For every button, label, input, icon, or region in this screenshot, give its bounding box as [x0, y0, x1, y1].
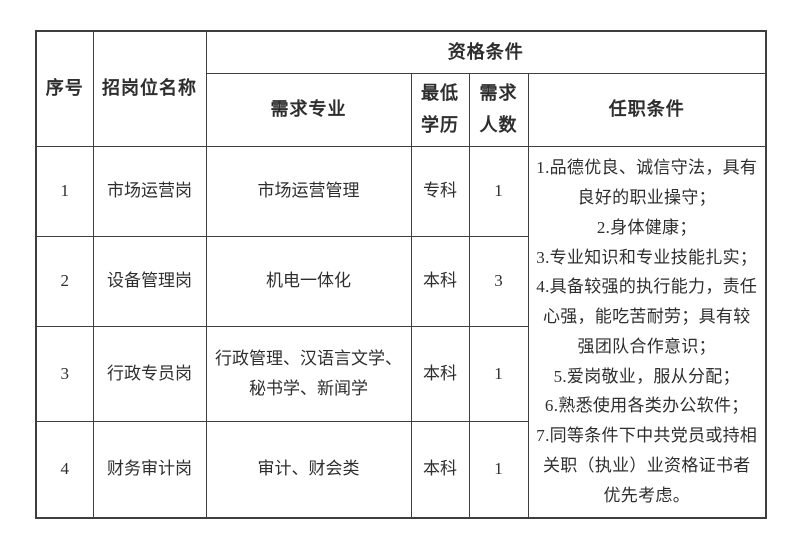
- row-no: 3: [35, 325, 94, 422]
- header-position-name: 招岗位名称: [92, 30, 207, 147]
- requirement-item: 1.品德优良、诚信守法，具有良好的职业操守；: [536, 158, 758, 207]
- requirement-item: 6.熟悉使用各类办公软件；: [544, 396, 749, 416]
- requirement-item: 3.专业知识和专业技能扎实；: [536, 247, 758, 267]
- header-qualification-group: 资格条件: [205, 30, 767, 74]
- row-min-education: 本科: [410, 420, 470, 519]
- row-no: 2: [35, 235, 94, 327]
- row-position-name: 行政专员岗: [92, 325, 207, 422]
- header-headcount: 需求人数: [468, 72, 529, 147]
- row-min-education: 本科: [410, 235, 470, 327]
- row-headcount: 1: [468, 420, 529, 519]
- row-position-name: 市场运营岗: [92, 145, 207, 237]
- recruitment-positions-table: 序号 招岗位名称 资格条件 需求专业 最低学历 需求人数 任职条件 1 市场运营…: [35, 30, 767, 519]
- table-row: 4 财务审计岗 审计、财会类 本科 1: [35, 420, 766, 519]
- row-position-name: 财务审计岗: [92, 420, 207, 519]
- header-required-major: 需求专业: [205, 72, 412, 147]
- row-min-education: 本科: [410, 325, 470, 422]
- row-required-major: 机电一体化: [205, 235, 412, 327]
- header-row-group: 序号 招岗位名称 资格条件: [35, 30, 767, 147]
- header-min-education: 最低学历: [410, 72, 470, 147]
- header-row-sub: 需求专业 最低学历 需求人数 任职条件: [36, 72, 767, 147]
- row-no: 1: [35, 145, 94, 237]
- job-requirements-cell: 1.品德优良、诚信守法，具有良好的职业操守； 2.身体健康； 3.专业知识和专业…: [527, 145, 767, 519]
- row-required-major: 审计、财会类: [205, 420, 412, 519]
- header-index: 序号: [35, 30, 94, 147]
- row-min-education: 专科: [410, 145, 470, 237]
- table-row: 1 市场运营岗 市场运营管理 专科 1 1.品德优良、诚信守法，具有良好的职业操…: [35, 145, 767, 519]
- requirement-item: 5.爱岗敬业，服从分配；: [553, 366, 740, 386]
- row-required-major: 市场运营管理: [205, 145, 412, 237]
- row-headcount: 3: [468, 235, 529, 327]
- requirement-item: 7.同等条件下中共党员或持相关职（执业）业资格证书者优先考虑。: [536, 426, 758, 505]
- row-headcount: 1: [468, 325, 529, 422]
- requirement-item: 4.具备较强的执行能力，责任心强，能吃苦耐劳；具有较强团队合作意识；: [536, 277, 758, 356]
- row-required-major: 行政管理、汉语言文学、秘书学、新闻学: [205, 325, 412, 422]
- row-position-name: 设备管理岗: [92, 235, 207, 327]
- requirement-item: 2.身体健康；: [596, 217, 697, 237]
- row-headcount: 1: [468, 145, 529, 237]
- row-no: 4: [35, 420, 94, 519]
- header-job-requirements: 任职条件: [527, 72, 767, 147]
